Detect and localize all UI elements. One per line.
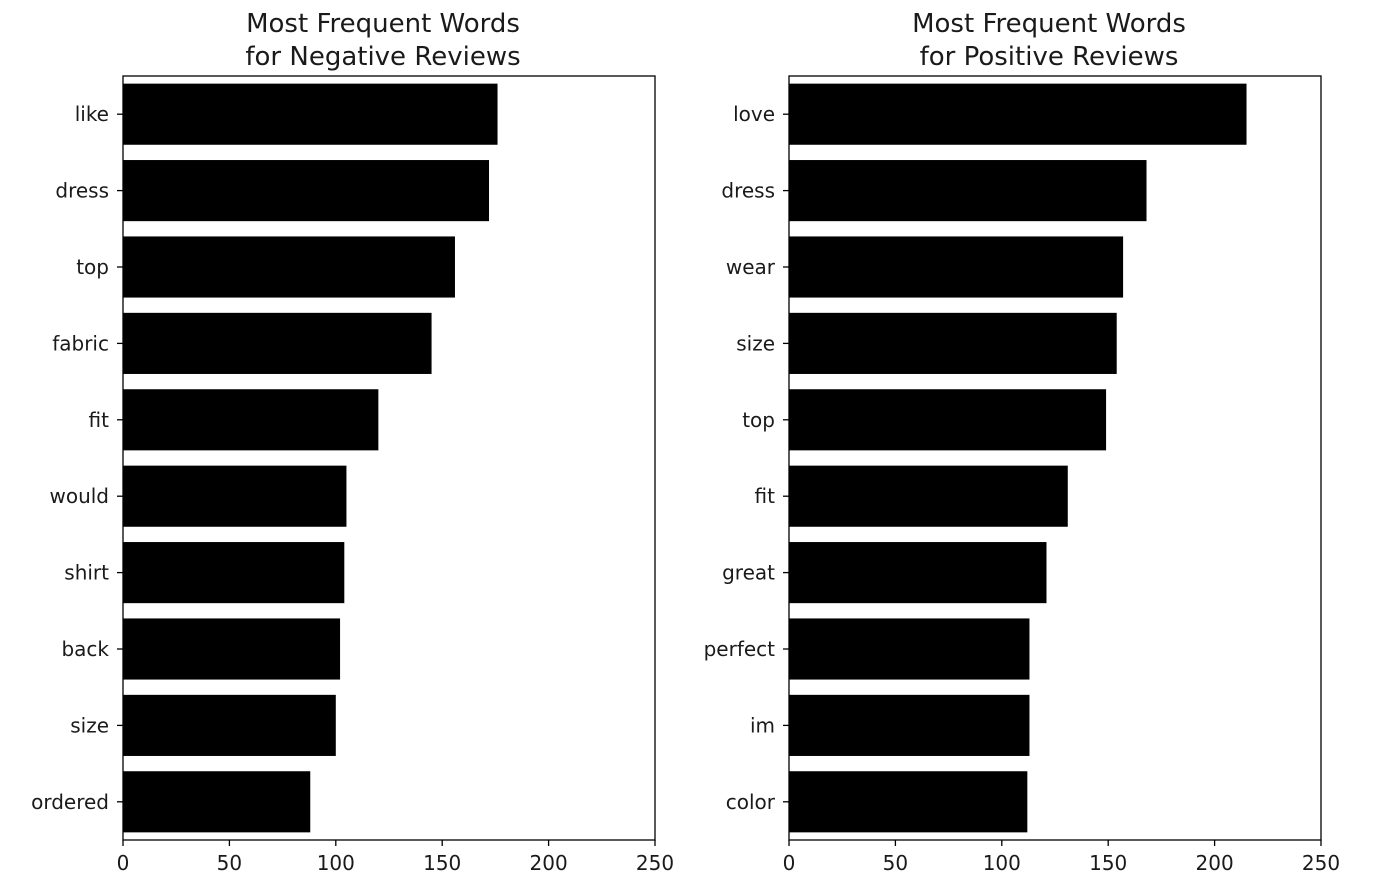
x-tick-label-negative-0: 0 — [117, 851, 130, 875]
bar-negative-like — [123, 83, 498, 145]
y-tick-label-negative-top: top — [76, 255, 109, 279]
y-tick-label-negative-dress: dress — [55, 179, 109, 203]
y-tick-label-negative-fit: fit — [89, 408, 110, 432]
bar-negative-dress — [123, 160, 490, 222]
plot-frame-negative — [122, 75, 656, 841]
bar-positive-color — [789, 771, 1028, 833]
bar-negative-size — [123, 694, 336, 756]
chart-negative: Most Frequent Words for Negative Reviews l… — [31, 9, 674, 875]
bar-positive-top — [789, 389, 1107, 451]
x-tick-label-positive-50: 50 — [883, 851, 908, 875]
chart-title-negative: Most Frequent Words for Negative Reviews — [245, 9, 520, 72]
y-tick-label-negative-ordered: ordered — [31, 790, 109, 814]
y-tick-label-negative-shirt: shirt — [64, 561, 109, 585]
bar-negative-fabric — [123, 312, 432, 374]
chart-title-positive: Most Frequent Words for Positive Reviews — [912, 9, 1186, 72]
y-tick-label-positive-perfect: perfect — [704, 637, 776, 661]
y-tick-label-negative-fabric: fabric — [52, 331, 109, 355]
bar-negative-ordered — [123, 771, 311, 833]
plot-frame-positive — [788, 75, 1322, 841]
y-tick-label-negative-back: back — [61, 637, 109, 661]
bar-negative-top — [123, 236, 455, 298]
x-tick-label-negative-50: 50 — [217, 851, 242, 875]
x-tick-label-negative-150: 150 — [423, 851, 461, 875]
y-tick-label-positive-wear: wear — [726, 255, 776, 279]
bar-positive-im — [789, 694, 1030, 756]
y-tick-label-positive-fit: fit — [755, 484, 776, 508]
bar-negative-shirt — [123, 542, 345, 604]
chart-positive: Most Frequent Words for Positive Reviews l… — [704, 9, 1341, 875]
bar-positive-dress — [789, 160, 1147, 222]
y-tick-label-positive-top: top — [742, 408, 775, 432]
y-tick-label-negative-like: like — [75, 102, 109, 126]
y-tick-label-positive-great: great — [722, 561, 775, 585]
bar-positive-fit — [789, 465, 1068, 527]
y-tick-label-positive-color: color — [726, 790, 776, 814]
bar-negative-would — [123, 465, 347, 527]
bar-negative-fit — [123, 389, 379, 451]
x-tick-label-negative-100: 100 — [317, 851, 355, 875]
x-tick-label-positive-0: 0 — [783, 851, 796, 875]
y-tick-label-positive-im: im — [750, 713, 775, 737]
bar-positive-love — [789, 83, 1247, 145]
y-tick-label-positive-love: love — [733, 102, 775, 126]
x-tick-label-negative-200: 200 — [530, 851, 568, 875]
bar-negative-back — [123, 618, 341, 680]
x-tick-label-positive-150: 150 — [1089, 851, 1127, 875]
bar-positive-wear — [789, 236, 1124, 298]
x-tick-label-negative-250: 250 — [636, 851, 674, 875]
y-tick-label-negative-size: size — [70, 713, 109, 737]
y-tick-label-negative-would: would — [49, 484, 109, 508]
x-tick-label-positive-200: 200 — [1196, 851, 1234, 875]
y-tick-label-positive-size: size — [736, 331, 775, 355]
bar-positive-size — [789, 312, 1117, 374]
x-tick-label-positive-250: 250 — [1302, 851, 1340, 875]
x-tick-label-positive-100: 100 — [983, 851, 1021, 875]
bar-positive-perfect — [789, 618, 1030, 680]
y-tick-label-positive-dress: dress — [721, 179, 775, 203]
bar-positive-great — [789, 542, 1047, 604]
